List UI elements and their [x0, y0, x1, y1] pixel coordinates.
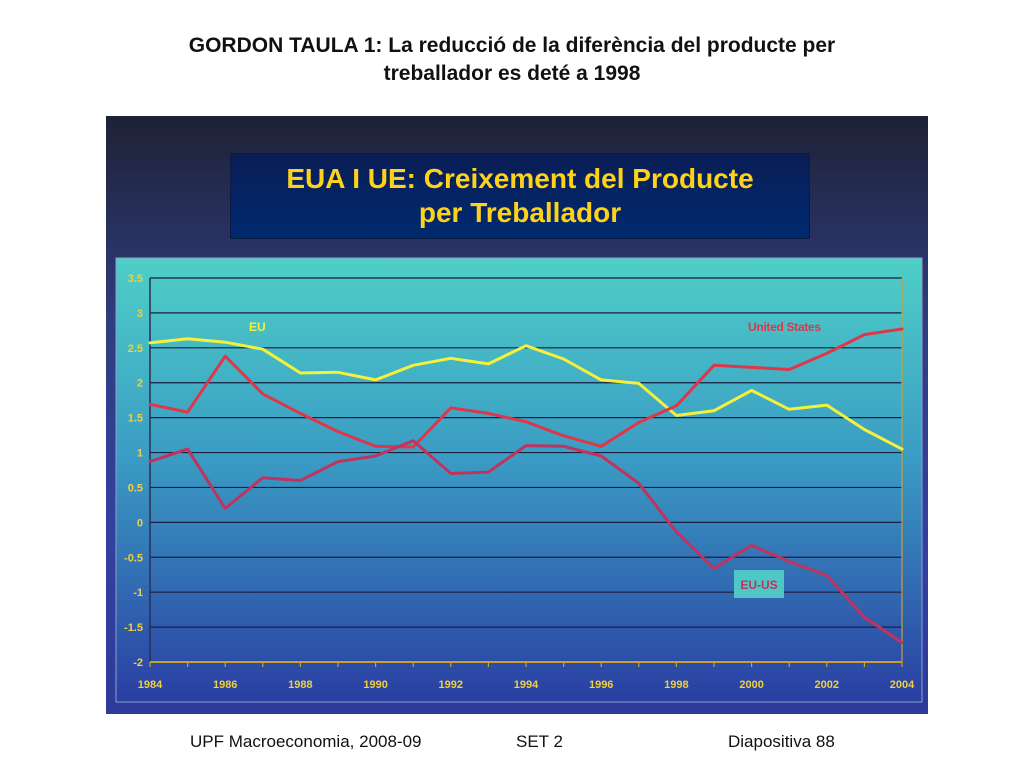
x-tick-label: 1996 — [589, 679, 613, 691]
x-tick-label: 1992 — [439, 679, 463, 691]
y-tick-label: -0.5 — [124, 552, 143, 564]
x-tick-label: 2002 — [815, 679, 839, 691]
series-label-eu: EU — [249, 320, 266, 334]
x-tick-label: 2000 — [739, 679, 763, 691]
chart-title-line-1: EUA I UE: Creixement del Producte — [286, 163, 754, 194]
x-tick-label: 2004 — [890, 679, 915, 691]
plot-background — [115, 257, 923, 703]
series-line-united-states — [148, 327, 904, 449]
y-tick-label: 2 — [137, 378, 143, 390]
footer-set: SET 2 — [516, 732, 563, 751]
slide-title-line-1: GORDON TAULA 1: La reducció de la diferè… — [188, 34, 836, 57]
x-tick-label: 1986 — [213, 679, 237, 691]
series-label-eu-us: EU-US — [740, 578, 777, 592]
y-tick-label: 1 — [137, 448, 143, 460]
x-tick-label: 1998 — [664, 679, 688, 691]
y-tick-label: 1.5 — [128, 413, 143, 425]
x-tick-label: 1984 — [138, 679, 163, 691]
y-tick-label: 3 — [137, 308, 143, 320]
y-tick-label: -1 — [133, 587, 143, 599]
footer: UPF Macroeconomia, 2008-09 SET 2 Diaposi… — [0, 732, 1024, 758]
series-line-eu — [148, 337, 904, 451]
x-tick-label: 1988 — [288, 679, 312, 691]
y-tick-label: 3.5 — [128, 273, 143, 285]
series-label-united-states: United States — [748, 320, 821, 334]
x-tick-label: 1990 — [363, 679, 387, 691]
y-tick-label: -2 — [133, 657, 143, 669]
footer-slide-number: Diapositiva 88 — [728, 732, 835, 751]
chart-title-box: EUA I UE: Creixement del Producte per Tr… — [230, 153, 810, 239]
series-label-eu-us-box — [734, 570, 784, 598]
series-line-eu-us — [148, 439, 904, 644]
y-tick-label: -1.5 — [124, 622, 143, 634]
footer-course: UPF Macroeconomia, 2008-09 — [190, 732, 422, 751]
chart-title-line-2: per Treballador — [418, 197, 622, 228]
slide-title: GORDON TAULA 1: La reducció de la diferè… — [60, 32, 964, 88]
slide-title-line-2: treballador es deté a 1998 — [383, 62, 641, 85]
y-tick-label: 0 — [137, 517, 143, 529]
x-tick-label: 1994 — [514, 679, 539, 691]
y-tick-label: 2.5 — [128, 343, 143, 355]
y-tick-label: 0.5 — [128, 482, 143, 494]
